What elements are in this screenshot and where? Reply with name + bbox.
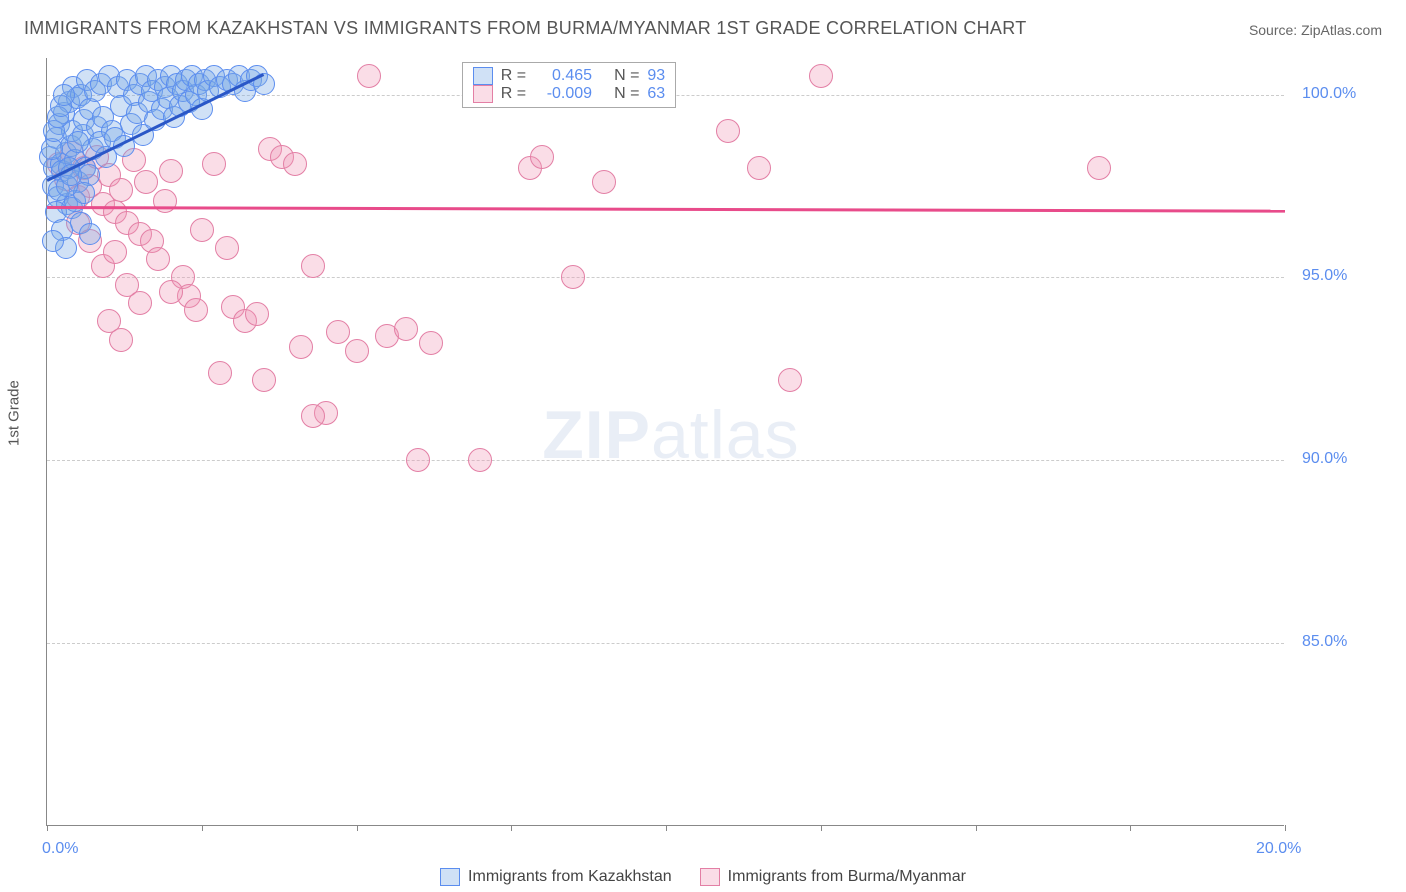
legend-item-b: Immigrants from Burma/Myanmar [700,868,966,886]
trendline-b [47,206,1285,212]
swatch-b [700,868,720,886]
legend-label-b: Immigrants from Burma/Myanmar [728,868,966,886]
data-point-b [184,298,208,322]
stats-N-label: N = [614,85,639,103]
data-point-a [79,223,101,245]
stats-legend: R = 0.465 N = 93 R = -0.009 N = 63 [462,62,676,108]
data-point-b [190,218,214,242]
plot-area: ZIPatlas R = 0.465 N = 93 R = -0.009 N = 63 [46,58,1284,826]
stats-N-label: N = [614,67,639,85]
stats-swatch-a [473,67,493,85]
data-point-a [53,84,75,106]
watermark-zip: ZIP [542,397,651,473]
legend-label-a: Immigrants from Kazakhstan [468,868,672,886]
xtick [202,825,203,831]
data-point-b [159,280,183,304]
data-point-b [146,247,170,271]
data-point-b [159,159,183,183]
swatch-a [440,868,460,886]
ytick-label: 85.0% [1302,633,1347,651]
stats-R-label: R = [501,67,526,85]
gridline-h [47,643,1284,644]
data-point-b [716,119,740,143]
ytick-label: 95.0% [1302,267,1347,285]
xtick [976,825,977,831]
data-point-b [202,152,226,176]
data-point-b [103,240,127,264]
y-axis-label: 1st Grade [6,380,23,446]
data-point-b [208,361,232,385]
data-point-b [530,145,554,169]
data-point-a [42,230,64,252]
data-point-b [394,317,418,341]
chart-title: IMMIGRANTS FROM KAZAKHSTAN VS IMMIGRANTS… [24,18,1027,39]
stats-R-value-b: -0.009 [534,85,592,103]
data-point-b [283,152,307,176]
legend-item-a: Immigrants from Kazakhstan [440,868,672,886]
stats-R-value-a: 0.465 [534,67,592,85]
stats-row-a: R = 0.465 N = 93 [473,67,665,85]
data-point-b [109,328,133,352]
xtick-label: 0.0% [42,840,78,858]
xtick [357,825,358,831]
data-point-b [128,291,152,315]
ytick-label: 100.0% [1302,85,1356,103]
data-point-a [67,131,89,153]
data-point-b [215,236,239,260]
data-point-b [419,331,443,355]
data-point-b [289,335,313,359]
data-point-b [357,64,381,88]
xtick-label: 20.0% [1256,840,1301,858]
xtick [821,825,822,831]
data-point-b [778,368,802,392]
stats-R-label: R = [501,85,526,103]
xtick [1130,825,1131,831]
data-point-b [345,339,369,363]
stats-row-b: R = -0.009 N = 63 [473,85,665,103]
data-point-b [153,189,177,213]
bottom-legend: Immigrants from Kazakhstan Immigrants fr… [0,868,1406,886]
ytick-label: 90.0% [1302,450,1347,468]
stats-N-value-a: 93 [647,67,665,85]
data-point-b [245,302,269,326]
xtick [666,825,667,831]
xtick [1285,825,1286,831]
data-point-b [109,178,133,202]
stats-swatch-b [473,85,493,103]
watermark-atlas: atlas [651,397,800,473]
data-point-b [1087,156,1111,180]
data-point-b [134,170,158,194]
data-point-b [301,254,325,278]
data-point-b [406,448,430,472]
stats-N-value-b: 63 [647,85,665,103]
gridline-h [47,277,1284,278]
xtick [47,825,48,831]
data-point-b [301,404,325,428]
data-point-b [468,448,492,472]
data-point-b [252,368,276,392]
data-point-b [592,170,616,194]
xtick [511,825,512,831]
source-attribution: Source: ZipAtlas.com [1249,22,1382,38]
watermark: ZIPatlas [542,396,799,474]
data-point-b [747,156,771,180]
data-point-b [809,64,833,88]
gridline-h [47,460,1284,461]
data-point-b [326,320,350,344]
data-point-b [561,265,585,289]
